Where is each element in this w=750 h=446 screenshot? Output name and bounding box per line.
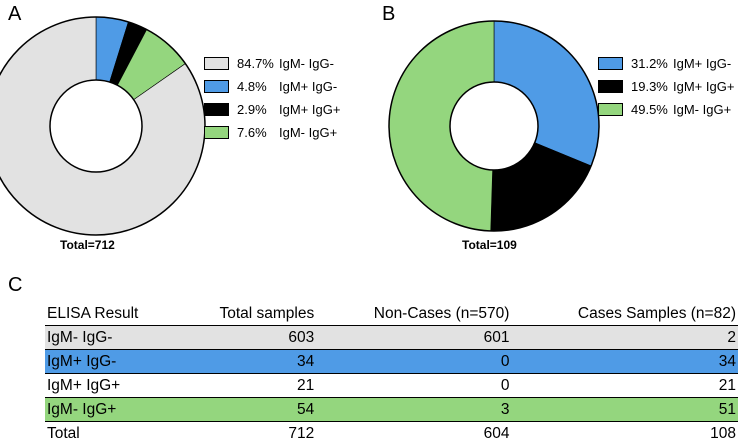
- legend-a-label: IgM+ IgG+: [279, 102, 341, 117]
- legend-b: 31.2% IgM+ IgG- 19.3% IgM+ IgG+ 49.5% IgM- Ig…: [598, 52, 734, 121]
- legend-a-percent: 4.8%: [237, 79, 267, 94]
- legend-a-percent: 2.9%: [237, 102, 267, 117]
- legend-b-item: 31.2% IgM+ IgG-: [598, 52, 734, 75]
- legend-a-item: 7.6% IgM- IgG+: [204, 121, 340, 144]
- table-cell: IgM+ IgG-: [45, 349, 179, 374]
- legend-b-swatch: [598, 80, 623, 93]
- legend-a-label: IgM- IgG+: [279, 125, 338, 140]
- table-cell: 34: [178, 349, 317, 374]
- legend-a-percent: 84.7%: [237, 56, 274, 71]
- donut-b-donut-hole: [449, 81, 539, 171]
- legend-a-swatch: [204, 126, 229, 139]
- table-cell: 21: [511, 373, 738, 398]
- table-cell: IgM- IgG-: [45, 325, 179, 350]
- table-cell: 603: [178, 325, 317, 350]
- table-cell: 712: [178, 421, 317, 445]
- table-cell: 54: [178, 397, 317, 422]
- table-cell: IgM+ IgG+: [45, 373, 179, 398]
- total-b: Total=109: [462, 238, 517, 252]
- legend-a-item: 4.8% IgM+ IgG-: [204, 75, 340, 98]
- table-cell: IgM- IgG+: [45, 397, 179, 422]
- legend-b-percent: 31.2%: [631, 56, 668, 71]
- table-cell: 2: [511, 325, 738, 350]
- legend-b-label: IgM+ IgG-: [673, 56, 732, 71]
- legend-a-label: IgM- IgG-: [279, 56, 334, 71]
- legend-a-swatch: [204, 103, 229, 116]
- table-total-row: Total 712 604 108: [45, 421, 738, 445]
- table-cell: 601: [316, 325, 512, 350]
- table-cell: 108: [511, 421, 738, 445]
- elisa-table: ELISA Result Total samples Non-Cases (n=…: [45, 302, 738, 445]
- table-cell: 34: [511, 349, 738, 374]
- donut-a-donut-hole: [49, 79, 143, 173]
- table-header-row: ELISA Result Total samples Non-Cases (n=…: [45, 302, 738, 326]
- legend-a-label: IgM+ IgG-: [279, 79, 338, 94]
- donut-chart-a: [0, 16, 206, 236]
- donut-chart-b: [388, 20, 600, 232]
- table-cell: 0: [316, 373, 512, 398]
- header-non-cases: Non-Cases (n=570): [316, 302, 512, 326]
- table-row: IgM+ IgG- 34 0 34: [45, 349, 738, 374]
- table-cell: 51: [511, 397, 738, 422]
- legend-b-label: IgM+ IgG+: [673, 79, 735, 94]
- legend-b-label: IgM- IgG+: [673, 102, 732, 117]
- legend-a-item: 2.9% IgM+ IgG+: [204, 98, 340, 121]
- table-cell: 0: [316, 349, 512, 374]
- legend-b-percent: 19.3%: [631, 79, 668, 94]
- table-row: IgM- IgG+ 54 3 51: [45, 397, 738, 422]
- panel-c-letter: C: [8, 274, 23, 296]
- total-a: Total=712: [60, 238, 115, 252]
- header-cases-samples: Cases Samples (n=82): [511, 302, 738, 326]
- legend-b-swatch: [598, 57, 623, 70]
- table-cell: 3: [316, 397, 512, 422]
- header-elisa-result: ELISA Result: [45, 302, 179, 326]
- legend-a-swatch: [204, 80, 229, 93]
- table-cell: Total: [45, 421, 179, 445]
- donut-b-outer-ring: [388, 20, 600, 232]
- legend-a-item: 84.7% IgM- IgG-: [204, 52, 340, 75]
- table-row: IgM- IgG- 603 601 2: [45, 325, 738, 350]
- panel-a-letter: A: [8, 3, 22, 25]
- table-row: IgM+ IgG+ 21 0 21: [45, 373, 738, 398]
- legend-b-swatch: [598, 103, 623, 116]
- donut-charts: [0, 16, 600, 236]
- legend-a-swatch: [204, 57, 229, 70]
- legend-a-percent: 7.6%: [237, 125, 267, 140]
- legend-b-item: 49.5% IgM- IgG+: [598, 98, 734, 121]
- table-cell: 604: [316, 421, 512, 445]
- legend-a: 84.7% IgM- IgG- 4.8% IgM+ IgG- 2.9% IgM+ IgG+…: [204, 52, 340, 144]
- panel-b-letter: B: [382, 3, 396, 25]
- legend-b-percent: 49.5%: [631, 102, 668, 117]
- header-total-samples: Total samples: [178, 302, 317, 326]
- table-cell: 21: [178, 373, 317, 398]
- legend-b-item: 19.3% IgM+ IgG+: [598, 75, 734, 98]
